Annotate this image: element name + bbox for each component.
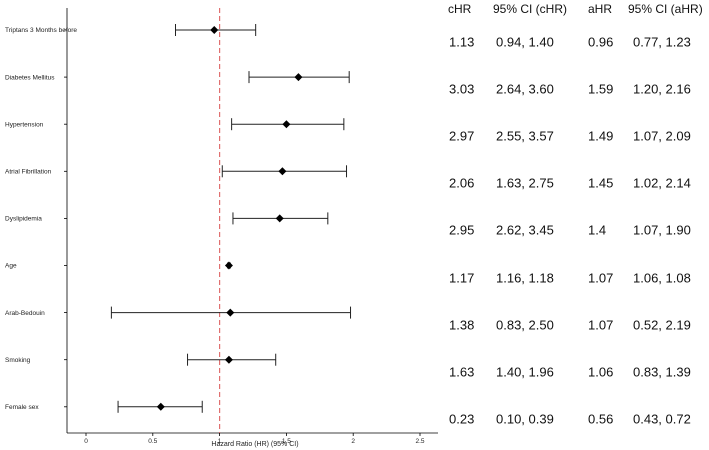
ci-chr-value: 0.94, 1.40 xyxy=(496,34,554,50)
chr-value: 0.23 xyxy=(449,411,475,427)
ci-ahr-value: 1.07, 1.90 xyxy=(633,222,691,238)
ahr-value: 1.59 xyxy=(588,81,614,97)
chr-value: 3.03 xyxy=(449,81,475,97)
estimate-point xyxy=(210,26,219,34)
chr-value: 1.17 xyxy=(449,270,475,285)
ci-ahr-value: 1.02, 2.14 xyxy=(633,175,691,191)
y-tick-label: Female sex xyxy=(5,404,39,411)
y-tick-label: Diabetes Mellitus xyxy=(5,74,55,81)
ci-chr-value: 0.10, 0.39 xyxy=(496,411,554,427)
x-tick-label: 2 xyxy=(351,438,355,445)
ahr-value: 1.07 xyxy=(588,270,614,285)
x-tick-label: 1 xyxy=(218,438,222,445)
ci-ahr-value: 1.20, 2.16 xyxy=(633,81,691,97)
x-axis-title: Hazard Ratio (HR) (95% CI) xyxy=(211,441,298,448)
y-tick-label: Atrial Fibrillation xyxy=(5,169,52,176)
y-tick-label: Hypertension xyxy=(5,121,44,128)
ci-ahr-value: 1.06, 1.08 xyxy=(633,270,691,285)
estimate-point xyxy=(278,167,287,176)
ahr-value: 1.49 xyxy=(588,128,614,144)
ahr-value: 1.07 xyxy=(588,317,614,333)
estimate-point xyxy=(226,308,235,317)
ahr-value: 1.45 xyxy=(588,175,614,191)
ci-ahr-value: 1.07, 2.09 xyxy=(633,128,691,144)
col-header-ahr: aHR xyxy=(588,2,613,16)
chr-value: 1.38 xyxy=(449,317,475,333)
y-tick-label: Age xyxy=(5,263,17,270)
y-tick-label: Dyslipidemia xyxy=(5,216,42,223)
ci-ahr-value: 0.52, 2.19 xyxy=(633,317,691,333)
estimate-point xyxy=(224,355,233,364)
col-header-ci-ahr: 95% CI (aHR) xyxy=(628,2,703,16)
y-tick-label: Triptans 3 Months before xyxy=(5,27,77,34)
ci-ahr-value: 0.83, 1.39 xyxy=(633,364,691,380)
x-tick-label: 1.5 xyxy=(282,438,291,445)
ci-chr-value: 2.55, 3.57 xyxy=(496,128,554,144)
chr-value: 1.63 xyxy=(449,364,475,380)
ci-chr-value: 0.83, 2.50 xyxy=(496,317,554,333)
chr-value: 2.97 xyxy=(449,128,475,144)
estimate-point xyxy=(294,73,303,82)
y-tick-label: Arab-Bedouin xyxy=(5,310,45,317)
chr-value: 1.13 xyxy=(449,34,475,50)
ci-chr-value: 2.62, 3.45 xyxy=(496,222,554,238)
y-tick-label: Smoking xyxy=(5,357,31,364)
ahr-value: 1.06 xyxy=(588,364,614,380)
ci-chr-value: 1.16, 1.18 xyxy=(496,270,554,285)
ahr-value: 0.96 xyxy=(588,34,614,50)
ci-ahr-value: 0.77, 1.23 xyxy=(633,34,691,50)
ahr-value: 0.56 xyxy=(588,411,614,427)
col-header-ci-chr: 95% CI (cHR) xyxy=(493,2,568,16)
estimate-point xyxy=(282,120,291,129)
x-tick-label: 0 xyxy=(84,438,88,445)
ci-chr-value: 1.63, 2.75 xyxy=(496,175,554,191)
x-tick-label: 0.5 xyxy=(148,438,157,445)
ci-ahr-value: 0.43, 0.72 xyxy=(633,411,691,427)
ci-chr-value: 2.64, 3.60 xyxy=(496,81,554,97)
ahr-value: 1.4 xyxy=(588,222,607,238)
chr-value: 2.95 xyxy=(449,222,475,238)
estimate-point xyxy=(275,214,284,223)
col-header-chr: cHR xyxy=(448,2,472,16)
chr-value: 2.06 xyxy=(449,175,475,191)
estimate-point xyxy=(156,402,165,411)
estimate-point xyxy=(224,261,233,270)
ci-chr-value: 1.40, 1.96 xyxy=(496,364,554,380)
x-tick-label: 2.5 xyxy=(415,438,424,445)
